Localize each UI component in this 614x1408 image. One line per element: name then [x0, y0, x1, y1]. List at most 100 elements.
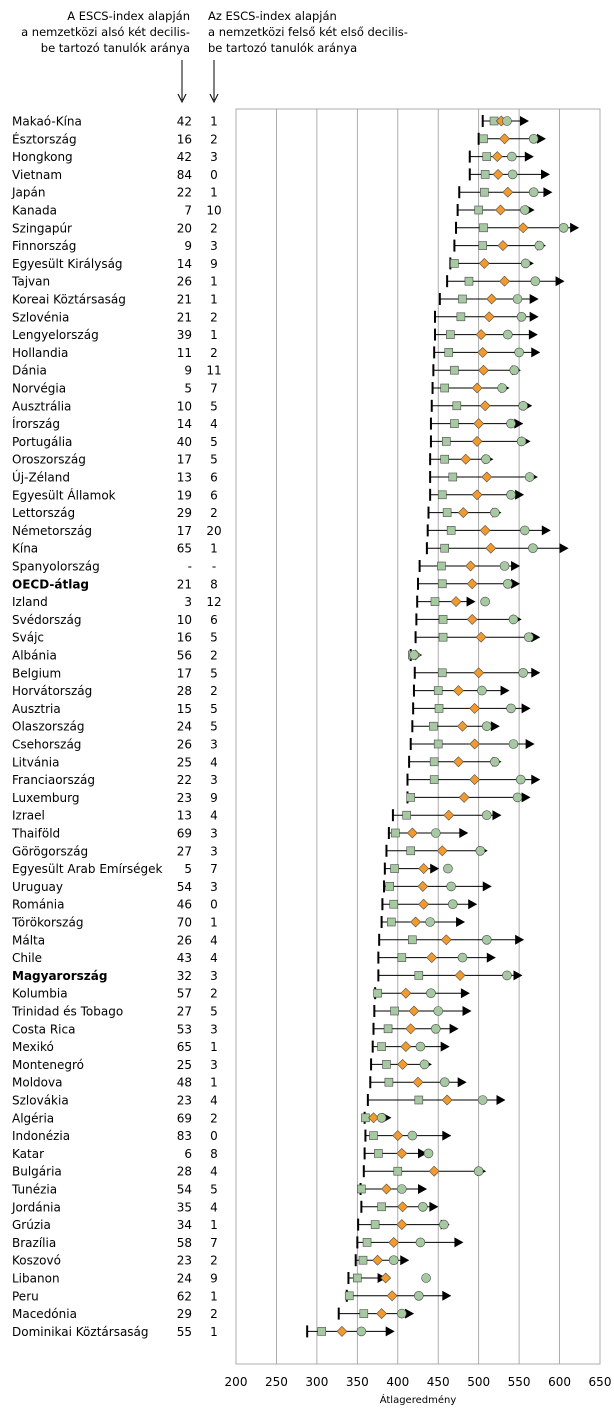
country-row: Izrael 13 4 [12, 809, 502, 823]
circle-marker [397, 1308, 407, 1319]
top-decile-share: 2 [210, 310, 218, 324]
circle-marker [419, 1059, 430, 1070]
circle-marker [356, 1326, 367, 1337]
range-end-arrow [531, 774, 541, 785]
top-decile-share: 20 [206, 524, 221, 538]
top-decile-share: 5 [210, 666, 218, 680]
square-marker [437, 490, 447, 500]
circle-marker [430, 828, 441, 838]
circle-marker [443, 863, 453, 874]
bottom-decile-share: 13 [177, 809, 192, 823]
bottom-decile-share: 3 [184, 595, 192, 609]
country-row: Vietnam 84 0 [12, 168, 550, 182]
circle-marker [558, 223, 569, 233]
country-name: Finnország [12, 239, 76, 253]
bottom-decile-share: 58 [177, 1236, 192, 1250]
x-tick-label: 550 [508, 1375, 531, 1389]
square-marker [414, 1095, 424, 1105]
circle-marker [507, 169, 518, 180]
square-marker [414, 971, 424, 980]
square-marker [377, 1042, 386, 1051]
top-decile-share: 5 [210, 702, 218, 716]
x-tick-label: 450 [427, 1375, 450, 1389]
bottom-decile-share: 26 [177, 275, 192, 289]
diamond-marker [400, 1041, 412, 1053]
square-marker [437, 561, 446, 571]
country-row: Peru 62 1 [12, 1289, 452, 1303]
top-decile-share: 3 [210, 150, 218, 164]
circle-marker [518, 400, 528, 411]
bottom-decile-share: 14 [177, 417, 192, 431]
circle-marker [421, 1273, 431, 1283]
diamond-marker [483, 311, 495, 323]
bottom-decile-share: 7 [184, 204, 192, 218]
top-decile-share: 0 [210, 168, 218, 182]
bottom-decile-share: 24 [177, 1272, 192, 1286]
range-end-arrow [405, 1308, 415, 1319]
country-row: Egyesült Államok 19 6 [12, 487, 525, 502]
country-name: Görögország [12, 844, 88, 858]
country-row: Görögország 27 3 [12, 844, 488, 858]
diamond-marker [453, 756, 464, 768]
x-tick-label: 350 [346, 1375, 369, 1389]
square-marker [442, 508, 452, 517]
country-name: Horvátország [12, 684, 92, 698]
top-decile-share: 1 [210, 186, 218, 200]
range-end-arrow [541, 525, 551, 536]
circle-marker [415, 1237, 426, 1248]
bottom-decile-share: 34 [177, 1218, 192, 1232]
country-name: Mexikó [12, 1040, 54, 1054]
circle-marker [530, 276, 541, 287]
country-name: Belgium [12, 666, 61, 680]
bottom-decile-share: 43 [177, 951, 192, 965]
country-row: Uruguay 54 3 [12, 880, 492, 894]
country-row: Ausztrália 10 5 [12, 399, 533, 413]
diamond-marker [469, 774, 481, 786]
country-row: Finnország 9 3 [12, 239, 546, 253]
range-end-arrow [511, 578, 521, 589]
top-decile-share: 6 [210, 488, 218, 502]
bottom-decile-share: 26 [177, 933, 192, 947]
square-marker [377, 1202, 386, 1212]
diamond-marker [397, 1058, 409, 1070]
circle-marker [397, 1184, 407, 1194]
country-name: Macedónia [12, 1307, 77, 1321]
bottom-decile-share: 9 [184, 364, 192, 378]
range-end-arrow [482, 881, 492, 892]
square-marker [437, 668, 447, 678]
top-decile-share: 2 [210, 649, 218, 663]
circle-marker [502, 970, 512, 981]
country-row: Magyarország 32 3 [12, 969, 523, 983]
range-end-arrow [449, 1023, 459, 1034]
x-tick-label: 200 [225, 1375, 248, 1389]
bottom-decile-share: 22 [177, 186, 192, 200]
square-marker [383, 1024, 393, 1034]
country-name: Franciaország [12, 773, 95, 787]
circle-marker [520, 258, 531, 269]
circle-marker [388, 1255, 399, 1265]
range-end-arrow [430, 863, 440, 874]
diamond-marker [466, 613, 478, 625]
top-decile-share: 4 [210, 755, 218, 769]
diamond-marker [479, 524, 491, 536]
diamond-marker [481, 471, 493, 483]
range-end-arrow [468, 899, 478, 910]
square-marker [390, 1006, 399, 1016]
square-marker [344, 1291, 354, 1301]
country-row: Svédország 10 6 [12, 613, 522, 627]
bottom-decile-share: 23 [177, 1094, 192, 1108]
country-row: Belgium 17 5 [12, 666, 541, 680]
bottom-decile-share: 83 [177, 1129, 192, 1143]
top-decile-share: 1 [210, 1325, 218, 1339]
country-name: Kanada [12, 204, 57, 218]
diamond-marker [454, 969, 466, 981]
country-row: Kolumbia 57 2 [12, 987, 470, 1001]
circle-marker [480, 596, 490, 607]
circle-marker [426, 988, 436, 999]
circle-marker [519, 525, 530, 536]
top-decile-share: 6 [210, 471, 218, 485]
top-decile-share: 4 [210, 1165, 218, 1179]
range-end-arrow [514, 418, 524, 429]
country-row: Thaiföld 69 3 [11, 827, 469, 841]
country-row: Izland 3 12 [12, 595, 490, 609]
